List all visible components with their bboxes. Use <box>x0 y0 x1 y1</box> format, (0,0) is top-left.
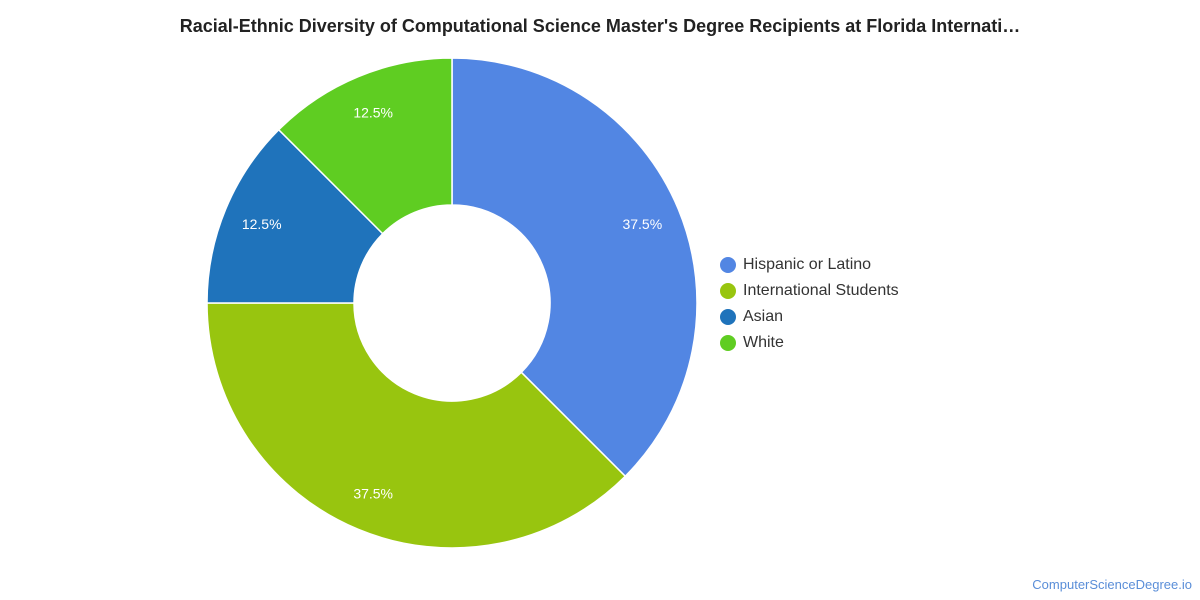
slice-label-hispanic-or-latino: 37.5% <box>622 216 662 232</box>
legend-label-international-students: International Students <box>743 282 899 299</box>
slice-label-international-students: 37.5% <box>353 485 393 501</box>
legend-item-white[interactable]: White <box>720 330 899 356</box>
slice-label-asian: 12.5% <box>242 216 282 232</box>
legend-swatch-asian <box>720 309 736 325</box>
slice-hispanic-or-latino[interactable] <box>451 57 698 478</box>
legend-label-white: White <box>743 334 784 351</box>
legend-label-hispanic-or-latino: Hispanic or Latino <box>743 256 872 273</box>
chart-title: Racial-Ethnic Diversity of Computational… <box>179 16 1021 36</box>
legend-swatch-international-students <box>720 283 736 299</box>
slice-asian[interactable] <box>206 128 384 304</box>
slice-label-white: 12.5% <box>353 105 393 121</box>
legend-item-international-students[interactable]: International Students <box>720 278 899 304</box>
chart-legend: Hispanic or Latino International Students… <box>720 252 899 356</box>
slice-white[interactable] <box>277 57 453 235</box>
legend-swatch-white <box>720 335 736 351</box>
legend-label-asian: Asian <box>743 308 784 325</box>
legend-item-hispanic-or-latino[interactable]: Hispanic or Latino <box>720 252 899 278</box>
legend-item-asian[interactable]: Asian <box>720 304 899 330</box>
source-credit[interactable]: ComputerScienceDegree.io <box>1032 577 1192 592</box>
slice-international-students[interactable] <box>206 302 627 549</box>
legend-swatch-hispanic-or-latino <box>720 257 736 273</box>
